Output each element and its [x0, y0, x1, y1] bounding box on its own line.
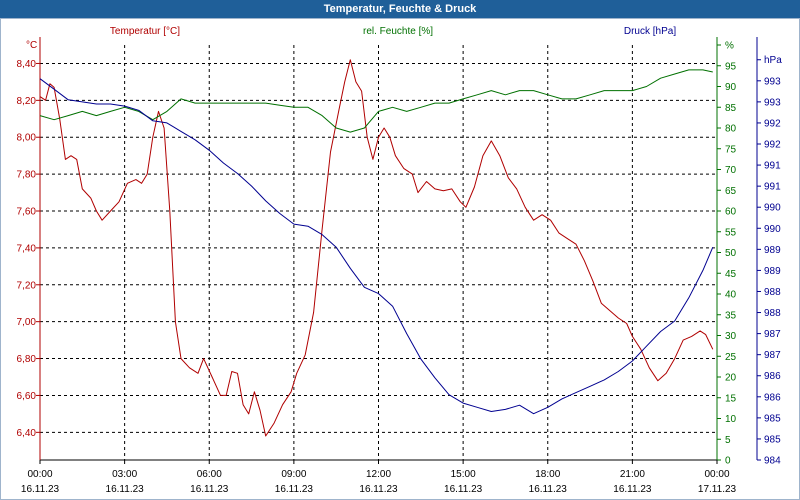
x-tick-time-7: 21:00 [620, 469, 645, 480]
x-tick-time-3: 09:00 [281, 469, 306, 480]
series-lines [39, 59, 714, 437]
pressure-tick-label-7: 988 [764, 308, 781, 319]
humidity-tick-label-17: 85 [725, 103, 737, 114]
pressure-tick-label-8: 988 [764, 287, 781, 298]
humidity-tick-label-2: 10 [725, 414, 737, 425]
humidity-tick-label-8: 40 [725, 290, 737, 301]
pressure-tick-label-9: 989 [764, 266, 781, 277]
humidity-tick-label-20: % [725, 41, 734, 52]
humidity-tick-label-1: 5 [725, 435, 731, 446]
pressure-tick-label-10: 989 [764, 245, 781, 256]
pressure-tick-label-1: 985 [764, 434, 781, 445]
chart-title: Temperatur, Feuchte & Druck [323, 3, 477, 15]
series-line-temperature [39, 59, 714, 437]
temperature-unit-label: °C [26, 40, 37, 51]
x-tick-date-8: 17.11.23 [698, 484, 737, 495]
x-tick-date-7: 16.11.23 [613, 484, 652, 495]
humidity-tick-label-13: 65 [725, 186, 737, 197]
temperature-tick-label-0: 6,40 [17, 428, 37, 439]
humidity-tick-label-10: 50 [725, 248, 737, 259]
pressure-tick-label-14: 991 [764, 161, 781, 172]
pressure-tick-label-3: 986 [764, 392, 781, 403]
humidity-tick-label-3: 15 [725, 393, 737, 404]
pressure-tick-label-17: 993 [764, 97, 781, 108]
x-tick-date-2: 16.11.23 [190, 484, 229, 495]
humidity-tick-label-16: 80 [725, 124, 737, 135]
x-tick-time-2: 06:00 [197, 469, 222, 480]
temperature-tick-label-4: 7,20 [17, 280, 37, 291]
pressure-tick-label-6: 987 [764, 329, 781, 340]
temperature-tick-label-2: 6,80 [17, 354, 37, 365]
pressure-tick-label-16: 992 [764, 118, 781, 129]
temperature-tick-label-10: 8,40 [17, 59, 37, 70]
pressure-tick-label-12: 990 [764, 203, 781, 214]
humidity-tick-label-12: 60 [725, 207, 737, 218]
temperature-tick-label-8: 8,00 [17, 133, 37, 144]
x-tick-time-6: 18:00 [535, 469, 560, 480]
humidity-tick-label-7: 35 [725, 310, 737, 321]
humidity-tick-label-19: 95 [725, 61, 737, 72]
chart-panel [0, 18, 800, 500]
humidity-axis-label: rel. Feuchte [%] [363, 26, 433, 37]
pressure-tick-label-13: 991 [764, 182, 781, 193]
humidity-tick-label-0: 0 [725, 456, 731, 467]
x-tick-date-4: 16.11.23 [359, 484, 398, 495]
x-tick-time-4: 12:00 [366, 469, 391, 480]
temperature-tick-label-3: 7,00 [17, 317, 37, 328]
temperature-axis-label: Temperatur [°C] [110, 26, 180, 37]
x-tick-date-5: 16.11.23 [444, 484, 483, 495]
x-tick-date-3: 16.11.23 [275, 484, 314, 495]
x-tick-time-1: 03:00 [112, 469, 137, 480]
series-line-humidity [39, 69, 713, 133]
x-tick-date-0: 16.11.23 [21, 484, 60, 495]
temperature-tick-label-1: 6,60 [17, 391, 37, 402]
humidity-tick-label-5: 25 [725, 352, 737, 363]
humidity-tick-label-6: 30 [725, 331, 737, 342]
temperature-tick-label-5: 7,40 [17, 243, 37, 254]
x-tick-time-5: 15:00 [451, 469, 476, 480]
pressure-tick-label-19: hPa [764, 55, 782, 66]
humidity-tick-label-14: 70 [725, 165, 737, 176]
humidity-tick-label-4: 20 [725, 373, 737, 384]
humidity-tick-label-15: 75 [725, 144, 737, 155]
grid-lines [39, 45, 718, 460]
humidity-tick-label-11: 55 [725, 227, 737, 238]
humidity-tick-label-18: 90 [725, 82, 737, 93]
temperature-tick-label-7: 7,80 [17, 170, 37, 181]
x-tick-time-0: 00:00 [27, 469, 52, 480]
humidity-tick-label-9: 45 [725, 269, 737, 280]
tick-labels: 6,40 6,60 6,80 7,00 7,20 7,40 7,60 7,80 8,00 8,20… [17, 41, 783, 496]
pressure-axis-label: Druck [hPa] [624, 26, 676, 37]
plot-frame [39, 37, 758, 461]
pressure-tick-label-15: 992 [764, 140, 781, 151]
series-line-pressure [39, 78, 714, 415]
pressure-tick-label-5: 987 [764, 350, 781, 361]
x-tick-date-1: 16.11.23 [106, 484, 145, 495]
pressure-tick-label-4: 986 [764, 371, 781, 382]
x-tick-date-6: 16.11.23 [529, 484, 568, 495]
x-tick-time-8: 00:00 [704, 469, 729, 480]
pressure-tick-label-2: 985 [764, 413, 781, 424]
pressure-tick-label-18: 993 [764, 76, 781, 87]
temperature-tick-label-9: 8,20 [17, 96, 37, 107]
temperature-tick-label-6: 7,60 [17, 207, 37, 218]
pressure-tick-label-11: 990 [764, 224, 781, 235]
chart-title-bar: Temperatur, Feuchte & Druck [0, 0, 800, 18]
pressure-tick-label-0: 984 [764, 456, 781, 467]
